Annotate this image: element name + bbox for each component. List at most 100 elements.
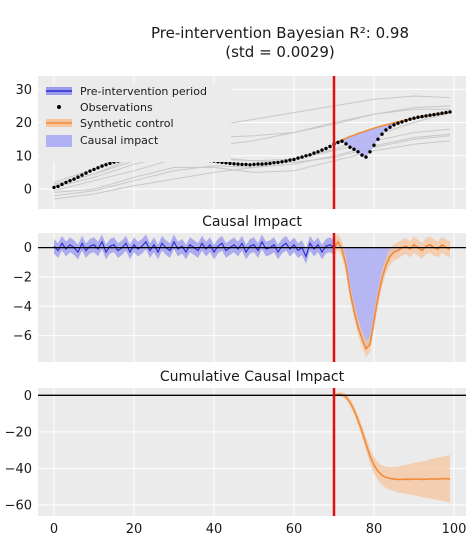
causal-impact-area xyxy=(334,111,450,158)
observation-point xyxy=(60,182,64,187)
y-tick-label: −40 xyxy=(5,462,32,477)
donor-series-line-4 xyxy=(53,135,451,188)
observation-point xyxy=(436,112,440,116)
observation-point xyxy=(80,173,84,177)
observation-point xyxy=(300,155,304,159)
panel-synthetic-control: 0 10 20 30 Pre-intervention period Observat… xyxy=(15,76,466,209)
observation-point xyxy=(92,167,96,172)
observation-point xyxy=(288,158,292,162)
observation-point xyxy=(260,162,264,166)
observation-point xyxy=(352,147,356,151)
observation-point xyxy=(448,110,452,114)
cumulative-line xyxy=(333,393,451,481)
observation-point xyxy=(384,128,388,132)
observation-point xyxy=(336,140,340,145)
panel-1-y-ticks: 0 10 20 30 xyxy=(15,83,32,198)
observation-point xyxy=(392,123,396,127)
observation-point xyxy=(312,151,316,155)
panel-3-background xyxy=(38,388,466,516)
observation-point xyxy=(68,179,72,183)
observation-point xyxy=(400,120,404,124)
legend-box xyxy=(41,84,231,162)
observation-point xyxy=(396,121,400,125)
observation-point xyxy=(428,113,432,117)
post-period-line xyxy=(333,240,451,351)
observation-point xyxy=(376,137,380,141)
observation-point xyxy=(88,169,92,173)
x-tick-label: 60 xyxy=(286,522,303,537)
post-impact-fill xyxy=(334,241,450,349)
observation-point xyxy=(96,166,100,170)
observation-point xyxy=(424,114,428,118)
observation-point xyxy=(232,162,236,166)
observation-point xyxy=(100,164,104,168)
x-tick-label: 40 xyxy=(206,522,223,537)
observation-point xyxy=(240,162,244,167)
y-tick-label: −2 xyxy=(13,270,32,285)
donor-series-line-7 xyxy=(53,140,451,193)
observation-point xyxy=(388,125,392,129)
observation-point xyxy=(72,177,76,181)
y-tick-label: −4 xyxy=(13,300,32,315)
observation-point xyxy=(408,117,412,121)
observation-point xyxy=(364,155,368,159)
observation-point xyxy=(272,161,276,165)
observation-point xyxy=(56,184,60,189)
observation-point xyxy=(444,110,448,115)
observation-point xyxy=(76,175,80,179)
y-tick-label: 20 xyxy=(15,116,32,131)
observation-point xyxy=(324,146,328,151)
x-ticks: 0 20 40 60 80 100 xyxy=(50,522,467,537)
observation-point xyxy=(412,116,416,120)
observation-point xyxy=(432,112,436,117)
panel-2-y-ticks: 0 −2 −4 −6 xyxy=(13,241,32,344)
observation-point xyxy=(264,162,268,166)
observation-point xyxy=(52,185,56,190)
observation-point xyxy=(320,148,324,152)
x-tick-label: 20 xyxy=(126,522,143,537)
observation-point xyxy=(284,159,288,163)
y-tick-label: −60 xyxy=(5,499,32,514)
legend-entry-pre-intervention: Pre-intervention period xyxy=(80,85,207,98)
observation-point xyxy=(308,153,312,157)
chart-title-line1: Pre-intervention Bayesian R²: 0.98 xyxy=(150,24,410,42)
cumulative-band xyxy=(334,392,450,503)
observation-point xyxy=(228,161,232,166)
observation-point xyxy=(328,144,332,149)
observation-point xyxy=(296,156,300,160)
y-tick-label: −20 xyxy=(5,425,32,440)
y-tick-label: 30 xyxy=(15,83,32,98)
observation-point xyxy=(268,161,272,166)
observation-point xyxy=(104,163,108,167)
observation-point xyxy=(344,142,348,146)
observation-point xyxy=(404,118,408,123)
observation-point xyxy=(276,160,280,165)
legend: Pre-intervention period Observations Syn… xyxy=(41,84,231,162)
legend-entry-observations: Observations xyxy=(80,101,153,114)
observation-point xyxy=(420,114,424,119)
y-tick-label: 0 xyxy=(24,241,32,256)
observation-point xyxy=(348,145,352,149)
panel-causal-impact: Causal Impact 0 −2 −4 −6 xyxy=(13,214,466,362)
legend-entry-causal-impact: Causal impact xyxy=(80,134,159,147)
observation-point xyxy=(380,132,384,136)
observation-point xyxy=(356,150,360,154)
post-period-band xyxy=(334,233,450,357)
observation-point xyxy=(236,162,240,166)
donor-series-group xyxy=(53,95,451,200)
observation-point xyxy=(280,160,284,164)
y-tick-label: 0 xyxy=(24,389,32,404)
observation-point xyxy=(316,150,320,154)
x-tick-label: 100 xyxy=(442,522,467,537)
legend-swatch-causal-impact xyxy=(46,135,72,147)
observation-point xyxy=(108,161,112,166)
observation-point xyxy=(244,162,248,167)
observation-point xyxy=(368,150,372,154)
donor-series-line-5 xyxy=(53,133,451,197)
donor-series-line-6 xyxy=(53,105,451,185)
observation-point xyxy=(84,171,88,175)
y-tick-label: 0 xyxy=(24,183,32,198)
observation-point xyxy=(372,143,376,147)
observation-point xyxy=(64,180,68,185)
observation-point xyxy=(340,139,344,143)
